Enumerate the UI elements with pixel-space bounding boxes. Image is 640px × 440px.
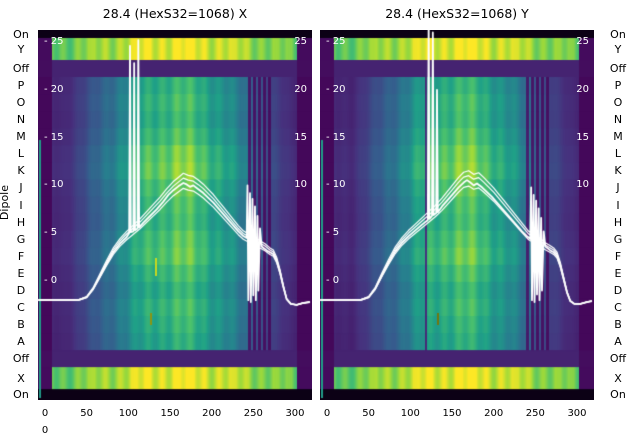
heatmap-canvas-x [38,30,312,400]
heatmap-panel-x: - 25 - 20 - 15 - 10 - 5 - 0 25 20 15 10 [38,30,312,400]
row-label-left: F [17,249,25,263]
row-label-right: L [614,147,622,161]
x-tick-label: 250 [525,408,545,419]
row-label-right: J [616,181,620,195]
heatmap-panel-y: - 25 - 20 - 15 - 10 - 5 - 0 25 20 15 10 [320,30,594,400]
y-tick-label-left: - 20 [326,83,346,95]
right-row-labels: On Y Off P O N M L K J I H G F E D C B A Off X On [600,27,636,402]
origin-tick-label: 0 [41,425,49,436]
row-label-left: G [16,232,26,246]
y-tick-label-right: 20 [576,83,589,95]
y-tick-label-left: - 25 [326,36,346,47]
row-label-right: B [614,318,622,331]
y-tick-label-right: 10 [576,179,589,191]
row-label-left: C [17,300,25,314]
x-tick-label: 100 [118,408,138,419]
x-tick-label: 300 [285,408,305,419]
row-label-left: A [17,335,25,349]
x-tick-label: 200 [484,408,504,419]
y-tick-label-left: - 10 [326,179,346,191]
y-tick-label-left: - 0 [44,275,58,286]
x-tick-label: 50 [362,408,376,419]
row-label-right: On [610,27,626,41]
y-tick-label-right: 15 [576,131,589,143]
x-tick-label: 200 [202,408,222,419]
x-tick-label: 0 [323,408,331,419]
row-label-left: P [17,79,25,93]
x-tick-label: 300 [567,408,587,419]
row-label-left: B [17,318,25,331]
row-label-right: G [613,232,623,246]
row-label-left: Off [12,352,30,366]
y-tick-label-right: 25 [576,36,589,47]
row-label-right: F [614,249,622,263]
row-label-right: D [613,283,623,297]
y-tick-label-left: - 15 [326,131,346,143]
row-label-right: M [613,130,623,144]
x-tick-label: 50 [80,408,94,419]
row-label-left: J [19,181,23,195]
row-label-left: L [17,147,25,161]
row-label-right: N [613,113,623,127]
row-label-right: P [614,79,622,93]
y-tick-label-right: 25 [294,36,307,47]
y-tick-label-left: - 5 [326,227,340,239]
row-label-right: I [616,198,620,212]
row-label-right: Off [609,352,627,366]
y-tick-label-left: - 10 [44,179,64,191]
row-label-left: On [13,388,29,402]
x-tick-label: 100 [400,408,420,419]
x-tick-label: 150 [160,408,180,419]
row-label-right: C [614,300,622,314]
row-label-left: K [17,164,25,178]
y-tick-label-left: - 0 [326,275,340,286]
row-label-left: X [17,371,25,385]
y-tick-label-left: - 20 [44,83,64,95]
x-tick-label: 250 [243,408,263,419]
row-label-left: D [16,283,26,297]
y-tick-label-left: - 5 [44,227,58,239]
row-label-left: N [16,113,26,127]
row-label-left: Y [17,42,25,56]
y-tick-label-left: - 15 [44,131,64,143]
row-label-left: O [16,96,26,110]
y-tick-label-right: 10 [294,179,307,191]
row-label-right: H [613,215,623,229]
y-tick-label-right: 20 [294,83,307,95]
x-tick-label: 0 [41,408,49,419]
row-label-left: M [16,130,26,144]
y-tick-label-right: 15 [294,131,307,143]
row-label-right: X [614,371,622,385]
row-label-left: E [17,266,25,280]
row-label-right: E [614,266,622,280]
x-tick-label: 150 [442,408,462,419]
row-label-left: I [19,198,23,212]
right-panel-title: 28.4 (HexS32=1068) Y [385,6,529,21]
row-label-right: On [610,388,626,402]
row-label-left: H [16,215,26,229]
row-label-left: Off [12,62,30,75]
left-row-labels: On Y Off P O N M L K J I H G F E D C B A Off X On [6,27,36,402]
row-label-right: A [614,335,622,349]
left-panel-title: 28.4 (HexS32=1068) X [102,6,248,21]
y-tick-label-left: - 25 [44,36,64,47]
row-label-right: Off [609,62,627,75]
row-label-right: O [613,96,623,110]
heatmap-canvas-y [320,30,594,400]
row-label-right: K [614,164,622,178]
row-label-left: On [13,27,29,41]
row-label-right: Y [614,42,622,56]
